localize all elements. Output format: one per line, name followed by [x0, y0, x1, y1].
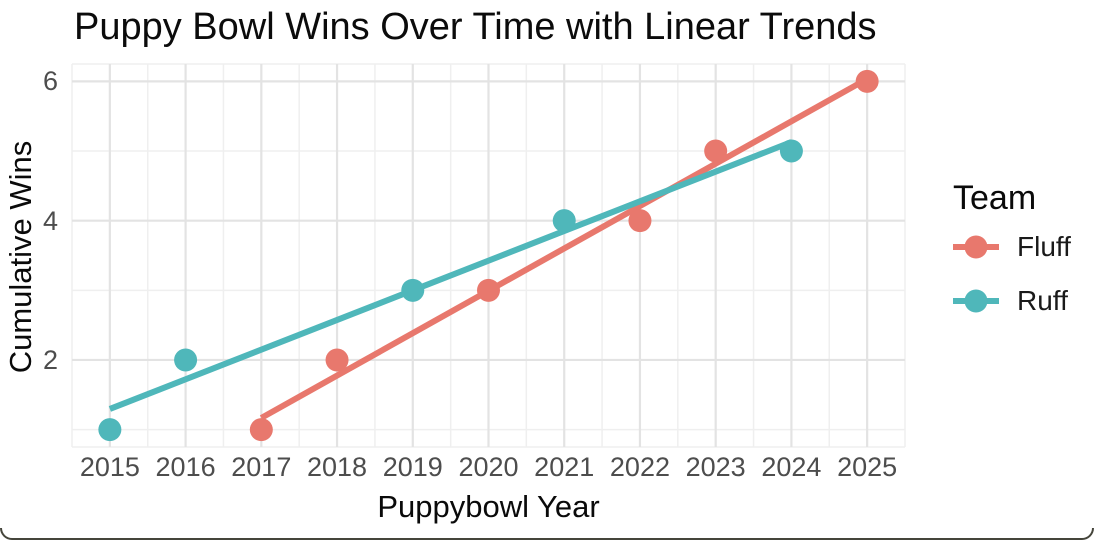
legend-title: Team [953, 179, 1037, 217]
x-tick-label: 2023 [685, 452, 746, 482]
x-tick-label: 2016 [155, 452, 216, 482]
legend-point-swatch [964, 289, 988, 313]
trend-line-fluff [259, 76, 869, 421]
data-point-fluff [477, 278, 500, 302]
legend: Team Fluff Ruff [953, 178, 1071, 326]
legend-key-ruff [953, 289, 999, 313]
legend-label-fluff: Fluff [1017, 231, 1071, 262]
x-tick-label: 2015 [79, 452, 140, 482]
legend-label-ruff: Ruff [1017, 285, 1068, 316]
chart-title: Puppy Bowl Wins Over Time with Linear Tr… [74, 6, 877, 48]
legend-point-swatch [964, 235, 988, 259]
x-tick-label: 2019 [382, 452, 443, 482]
y-tick-label: 2 [42, 344, 58, 375]
x-tick-label: 2025 [837, 452, 898, 482]
x-tick-label: 2022 [609, 452, 670, 482]
x-tick-label: 2017 [231, 452, 292, 482]
data-point-fluff [628, 209, 652, 233]
data-point-ruff [98, 418, 122, 442]
x-axis-title: Puppybowl Year [377, 489, 600, 524]
data-point-ruff [552, 209, 576, 233]
legend-item-ruff: Ruff [953, 276, 1071, 326]
data-point-fluff [325, 348, 349, 372]
legend-key-fluff [953, 235, 999, 259]
x-tick-label: 2024 [761, 452, 822, 482]
data-point-ruff [174, 348, 198, 372]
trend-line-ruff [108, 139, 793, 412]
y-tick-label: 4 [42, 205, 58, 236]
data-point-fluff [249, 418, 273, 442]
legend-item-fluff: Fluff [953, 222, 1071, 272]
data-point-ruff [779, 139, 803, 163]
x-tick-label: 2021 [534, 452, 595, 482]
x-tick-label: 2018 [306, 452, 368, 482]
x-tick-label: 2020 [458, 452, 519, 482]
y-axis-title: Cumulative Wins [3, 140, 38, 374]
y-tick-label: 6 [42, 66, 58, 97]
data-point-fluff [855, 69, 879, 93]
data-point-ruff [401, 278, 425, 302]
data-point-fluff [704, 139, 728, 163]
